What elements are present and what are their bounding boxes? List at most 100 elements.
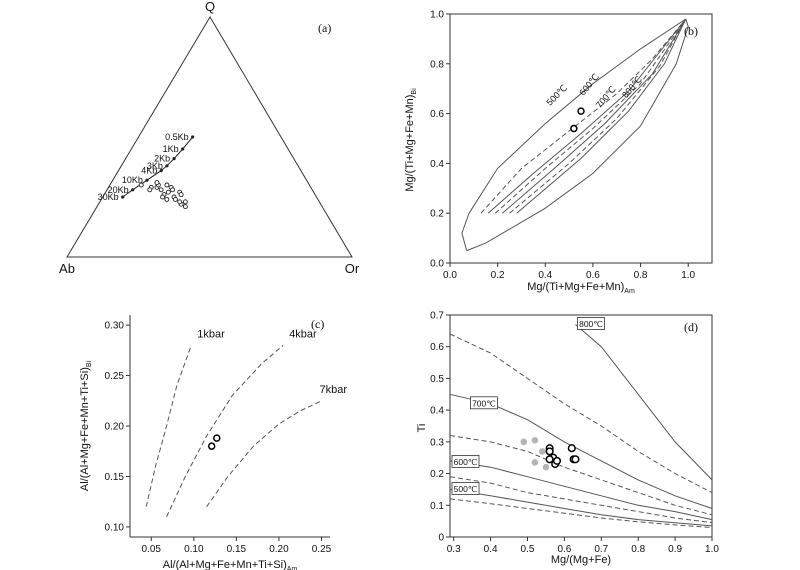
y-tick-label: 0.0 bbox=[430, 259, 444, 270]
isotherm-curve-d bbox=[575, 324, 713, 481]
isobar-label: 4Kb bbox=[141, 166, 157, 176]
x-tick-label: 1.0 bbox=[705, 544, 719, 555]
curve-b bbox=[516, 18, 687, 214]
isobar-curve-c bbox=[145, 345, 192, 507]
isobar-marker bbox=[159, 169, 163, 173]
isotherm-curve-d bbox=[449, 460, 713, 521]
isobar-label: 3Kb bbox=[147, 161, 163, 171]
x-tick-label: 0.4 bbox=[538, 270, 552, 281]
ternary-triangle bbox=[66, 16, 353, 258]
curve-b bbox=[461, 213, 470, 251]
gray-point-d bbox=[542, 463, 550, 471]
panel-label-b: (b) bbox=[684, 24, 698, 38]
data-point-c bbox=[207, 442, 216, 450]
y-tick-label: 0.6 bbox=[430, 109, 444, 120]
isobar-marker bbox=[131, 188, 135, 192]
sample-point bbox=[164, 182, 170, 188]
x-tick-label: 0.10 bbox=[184, 544, 204, 555]
x-axis-label-b: Mg/(Ti+Mg+Fe+Mn)Am bbox=[527, 281, 635, 295]
isobar-label: 20Kb bbox=[108, 185, 129, 195]
y-tick-label: 0.30 bbox=[105, 321, 125, 332]
isobar-label: 0.5Kb bbox=[165, 132, 189, 142]
x-tick-label: 0.9 bbox=[668, 544, 682, 555]
sample-point bbox=[154, 180, 160, 186]
curve-b bbox=[509, 18, 687, 214]
gray-point-d bbox=[538, 448, 546, 455]
y-tick-label: 0.5 bbox=[430, 374, 444, 385]
curve-b bbox=[487, 18, 687, 214]
x-tick-label: 0.3 bbox=[447, 544, 461, 555]
vertex-label-ab: Ab bbox=[59, 261, 75, 276]
y-tick-label: 0.10 bbox=[105, 522, 125, 533]
isotherm-label-box bbox=[577, 317, 605, 330]
y-tick-label: 0.4 bbox=[430, 159, 444, 170]
panel-label-c: (c) bbox=[311, 317, 324, 331]
y-tick-label: 0.1 bbox=[430, 501, 444, 512]
x-tick-label: 0.20 bbox=[269, 544, 289, 555]
x-tick-label: 0.8 bbox=[634, 270, 648, 281]
sample-point bbox=[160, 194, 166, 200]
isobar-marker bbox=[165, 164, 169, 168]
curve-b bbox=[466, 18, 689, 252]
x-tick-label: 0.8 bbox=[631, 544, 645, 555]
y-tick-label: 0.15 bbox=[105, 472, 125, 483]
gray-point-d bbox=[531, 436, 539, 444]
vertex-label-q: Q bbox=[205, 0, 215, 14]
isobar-label-c: 4kbar bbox=[289, 328, 317, 340]
curve-b bbox=[480, 18, 687, 214]
data-point-d bbox=[571, 455, 580, 464]
y-tick-label: 0.2 bbox=[430, 209, 444, 220]
panel-label-a: (a) bbox=[318, 21, 331, 35]
isotherm-label-b: 500℃ bbox=[544, 83, 569, 108]
isotherm-curve-d bbox=[449, 435, 713, 516]
sample-point bbox=[147, 187, 153, 193]
x-tick-label: 0.6 bbox=[557, 544, 571, 555]
y-axis-label-d: Ti bbox=[416, 424, 428, 433]
data-point-d bbox=[567, 444, 576, 453]
isotherm-label-d: 600℃ bbox=[454, 457, 478, 467]
sample-point bbox=[158, 187, 164, 193]
plot-frame-b bbox=[449, 13, 713, 264]
isobar-label: 1Kb bbox=[163, 144, 179, 154]
isotherm-label-box bbox=[451, 482, 480, 495]
isotherm-label-b: 600℃ bbox=[577, 72, 601, 98]
x-tick-label: 0.05 bbox=[142, 544, 162, 555]
x-tick-label: 0.7 bbox=[594, 544, 608, 555]
isotherm-curve-d bbox=[449, 333, 713, 494]
sample-point bbox=[170, 187, 176, 193]
isotherm-label-d: 500℃ bbox=[454, 484, 478, 494]
data-point-d bbox=[545, 455, 554, 464]
isobar-marker bbox=[121, 195, 125, 199]
sample-point bbox=[165, 189, 171, 195]
isobar-line bbox=[122, 136, 194, 198]
y-tick-label: 0.2 bbox=[430, 469, 444, 480]
isobar-label-c: 7kbar bbox=[319, 384, 347, 396]
curve-b bbox=[502, 18, 687, 214]
vertex-label-or: Or bbox=[345, 261, 360, 276]
gray-point-d bbox=[531, 459, 539, 466]
data-point-d bbox=[552, 456, 562, 465]
isobar-label: 10Kb bbox=[122, 175, 143, 185]
sample-point bbox=[182, 199, 188, 205]
x-axis-label-c: Al/(Al+Mg+Fe+Mn+Ti+Si)Am bbox=[163, 559, 298, 570]
sample-point bbox=[182, 204, 188, 210]
isotherm-label-box bbox=[470, 396, 498, 410]
isobar-curve-c bbox=[166, 344, 284, 518]
isotherm-label-d: 800℃ bbox=[579, 319, 603, 329]
y-tick-label: 0.3 bbox=[430, 437, 444, 448]
panel-label-d: (d) bbox=[684, 320, 698, 334]
y-tick-label: 0.4 bbox=[430, 406, 444, 417]
y-tick-label: 0 bbox=[438, 533, 444, 544]
data-point-d bbox=[545, 447, 554, 456]
sample-point bbox=[177, 199, 183, 205]
isobar-label: 2Kb bbox=[154, 154, 170, 164]
isotherm-label-d: 700℃ bbox=[472, 398, 496, 408]
isotherm-curve-d bbox=[449, 498, 713, 528]
isobar-marker bbox=[181, 147, 185, 151]
curve-b bbox=[494, 18, 687, 214]
x-tick-label: 0.5 bbox=[521, 544, 535, 555]
y-tick-label: 0.25 bbox=[105, 371, 125, 382]
isobar-marker bbox=[172, 157, 176, 161]
isobar-marker bbox=[191, 135, 195, 139]
sample-point bbox=[178, 192, 184, 198]
